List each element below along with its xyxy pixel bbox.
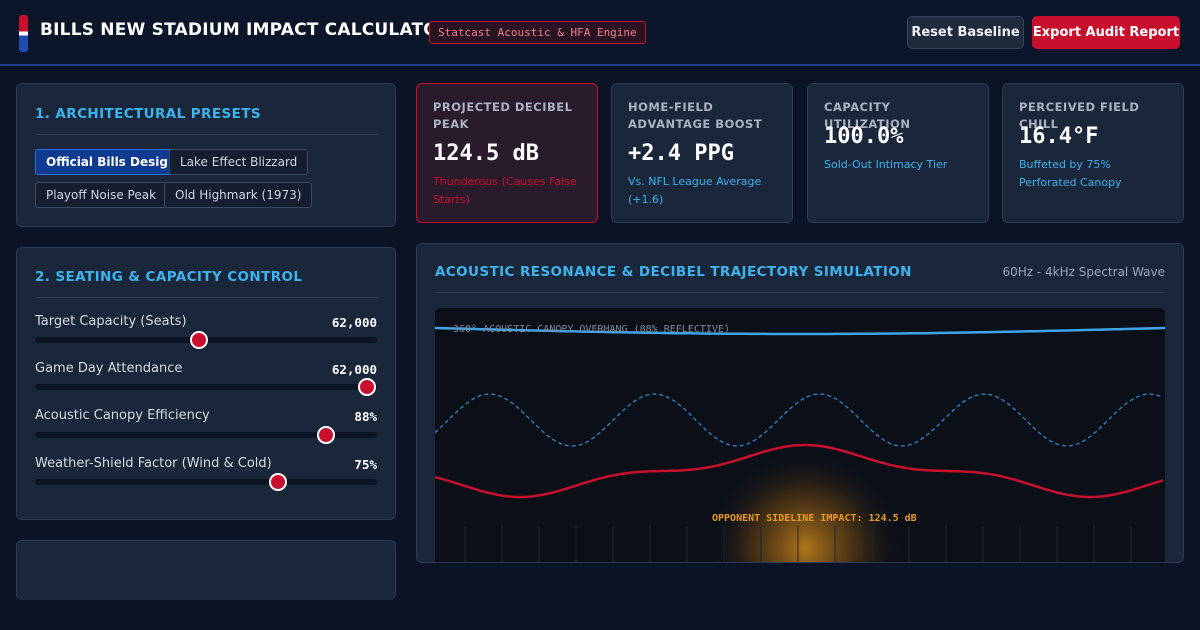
field-ticks — [464, 526, 1132, 562]
impact-glow — [705, 448, 905, 562]
canopy-label: 360° ACOUSTIC CANOPY OVERHANG (88% REFLE… — [453, 324, 730, 335]
game-day-attendance-value: 62,000 — [331, 362, 377, 377]
reflection-wave — [435, 393, 1164, 447]
capacity-utilization-note: Sold-Out Intimacy Tier — [824, 158, 948, 171]
decibel-peak-note: Thunderous (Causes False Starts) — [433, 175, 577, 206]
presets-divider — [35, 134, 377, 135]
preset-official-bills-design[interactable]: Official Bills Design — [35, 149, 188, 175]
capacity-utilization-value: 100.0% — [824, 124, 904, 149]
field-chill-label: PERCEIVED FIELD CHILL — [1019, 100, 1140, 131]
target-capacity-value: 62,000 — [331, 315, 377, 330]
canopy-line — [435, 326, 1165, 336]
game-day-attendance-slider[interactable] — [35, 378, 377, 396]
preset-lake-effect-blizzard[interactable]: Lake Effect Blizzard — [169, 149, 309, 175]
hfa-boost-value: +2.4 PPG — [628, 141, 734, 166]
target-capacity-slider-thumb[interactable] — [190, 331, 209, 349]
field-chill-value: 16.4°F — [1019, 124, 1099, 149]
simulation-canvas: 360° ACOUSTIC CANOPY OVERHANG (88% REFLE… — [435, 308, 1165, 562]
seating-divider — [35, 297, 377, 298]
acoustic-canopy-label: Acoustic Canopy Efficiency — [35, 408, 210, 423]
additional-controls-panel — [16, 540, 396, 600]
team-logo-icon — [19, 15, 28, 52]
capacity-utilization-label: CAPACITY UTILIZATION — [824, 100, 911, 131]
weather-shield-label: Weather-Shield Factor (Wind & Cold) — [35, 456, 272, 471]
simulation-subtitle: 60Hz - 4kHz Spectral Wave — [1002, 265, 1165, 279]
app-header: BILLS NEW STADIUM IMPACT CALCULATOR Stat… — [0, 0, 1200, 66]
acoustic-simulation-panel: ACOUSTIC RESONANCE & DECIBEL TRAJECTORY … — [416, 243, 1184, 563]
decibel-peak-label: PROJECTED DECIBEL PEAK — [433, 100, 573, 131]
seating-capacity-panel: 2. SEATING & CAPACITY CONTROL Target Cap… — [16, 247, 396, 520]
seating-title: 2. SEATING & CAPACITY CONTROL — [35, 269, 303, 285]
weather-shield-slider-thumb[interactable] — [268, 473, 287, 491]
field-chill-card: PERCEIVED FIELD CHILL 16.4°F Buffeted by… — [1002, 83, 1184, 223]
target-capacity-slider[interactable] — [35, 331, 377, 349]
impact-label: OPPONENT SIDELINE IMPACT: 124.5 dB — [712, 513, 917, 524]
reset-baseline-button[interactable]: Reset Baseline — [907, 16, 1024, 49]
simulation-svg: 360° ACOUSTIC CANOPY OVERHANG (88% REFLE… — [435, 324, 1165, 562]
architectural-presets-panel: 1. ARCHITECTURAL PRESETS Official Bills … — [16, 83, 396, 227]
engine-badge: Statcast Acoustic & HFA Engine — [429, 21, 646, 44]
capacity-utilization-card: CAPACITY UTILIZATION 100.0% Sold-Out Int… — [807, 83, 989, 223]
app-title: BILLS NEW STADIUM IMPACT CALCULATOR — [40, 20, 452, 40]
presets-title: 1. ARCHITECTURAL PRESETS — [35, 106, 261, 122]
game-day-attendance-slider-thumb[interactable] — [357, 378, 376, 396]
game-day-attendance-label: Game Day Attendance — [35, 361, 183, 376]
acoustic-canopy-slider-thumb[interactable] — [316, 426, 335, 444]
simulation-title: ACOUSTIC RESONANCE & DECIBEL TRAJECTORY … — [435, 264, 912, 280]
decibel-peak-value: 124.5 dB — [433, 141, 539, 166]
acoustic-canopy-slider[interactable] — [35, 426, 377, 444]
preset-playoff-noise-peak[interactable]: Playoff Noise Peak — [35, 182, 168, 208]
hfa-boost-label: HOME-FIELD ADVANTAGE BOOST — [628, 100, 763, 131]
preset-old-highmark[interactable]: Old Highmark (1973) — [164, 182, 313, 208]
target-capacity-label: Target Capacity (Seats) — [35, 314, 187, 329]
hfa-boost-note: Vs. NFL League Average (+1.6) — [628, 175, 762, 206]
export-audit-report-button[interactable]: Export Audit Report — [1032, 16, 1180, 49]
simulation-divider — [435, 292, 1165, 293]
weather-shield-value: 75% — [354, 457, 377, 472]
hfa-boost-card: HOME-FIELD ADVANTAGE BOOST +2.4 PPG Vs. … — [611, 83, 793, 223]
weather-shield-slider[interactable] — [35, 473, 377, 491]
decibel-wave — [435, 443, 1164, 499]
field-chill-note: Buffeted by 75% Perforated Canopy — [1019, 158, 1122, 189]
decibel-peak-card: PROJECTED DECIBEL PEAK 124.5 dB Thundero… — [416, 83, 598, 223]
acoustic-canopy-value: 88% — [354, 409, 377, 424]
